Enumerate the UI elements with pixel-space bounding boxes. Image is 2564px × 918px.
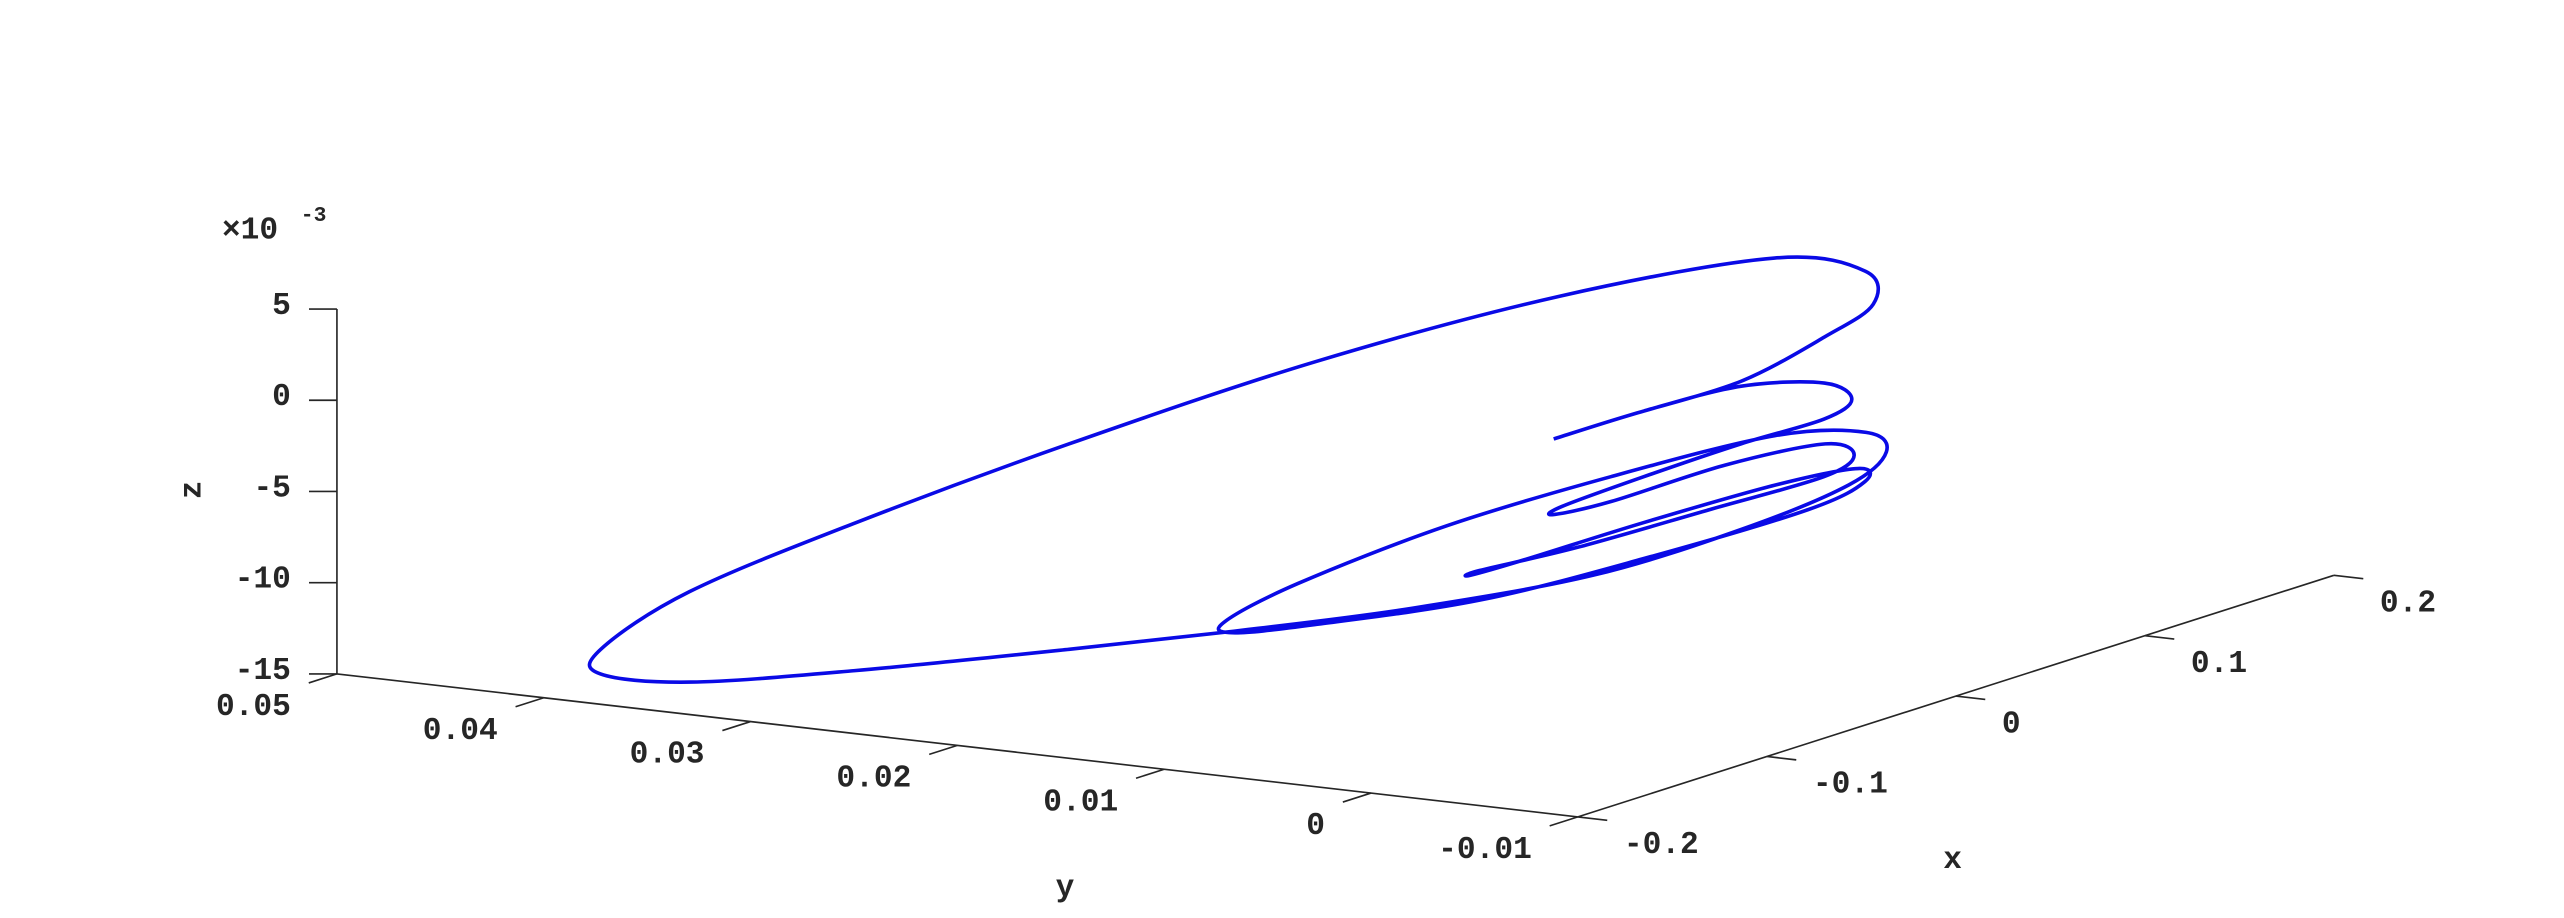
- y-tick: [1342, 792, 1372, 803]
- y-tick: [1549, 816, 1579, 827]
- z-tick-label: -5: [253, 471, 290, 506]
- x-tick-label: -0.1: [1813, 768, 1888, 803]
- x-tick: [2144, 634, 2175, 640]
- x-axis-label: x: [1943, 843, 1962, 878]
- y-tick-label: -0.01: [1438, 833, 1532, 868]
- x-tick-label: 0.1: [2191, 647, 2247, 682]
- x-tick: [1766, 755, 1797, 761]
- y-tick-label: 0: [1306, 809, 1325, 844]
- x-tick-label: -0.2: [1624, 828, 1699, 863]
- y-tick: [515, 696, 545, 708]
- x-tick: [2333, 574, 2364, 580]
- x-tick-label: 0.2: [2380, 586, 2436, 621]
- y-tick-label: 0.01: [1043, 785, 1118, 820]
- y-tick-label: 0.02: [836, 762, 911, 797]
- z-tick-label: -10: [235, 563, 291, 598]
- y-tick: [308, 673, 338, 684]
- x-tick: [1577, 816, 1608, 822]
- y-tick: [722, 720, 751, 732]
- y-tick-label: 0.03: [630, 738, 705, 773]
- y-tick-label: 0.04: [423, 714, 498, 749]
- y-tick: [928, 744, 958, 756]
- z-tick-label: 0: [272, 380, 291, 415]
- x-tick: [1955, 695, 1986, 701]
- z-exponent-power: -3: [301, 204, 327, 228]
- y-tick-label: 0.05: [216, 690, 291, 725]
- z-tick-label: 5: [272, 289, 291, 324]
- z-tick-label: -15: [235, 654, 291, 689]
- y-tick: [1135, 768, 1165, 780]
- z-axis-label: z: [176, 480, 211, 499]
- x-tick-label: 0: [2002, 707, 2021, 742]
- y-axis-label: y: [1056, 871, 1075, 906]
- z-exponent-base: ×10: [222, 213, 278, 248]
- data-line: [587, 255, 1889, 684]
